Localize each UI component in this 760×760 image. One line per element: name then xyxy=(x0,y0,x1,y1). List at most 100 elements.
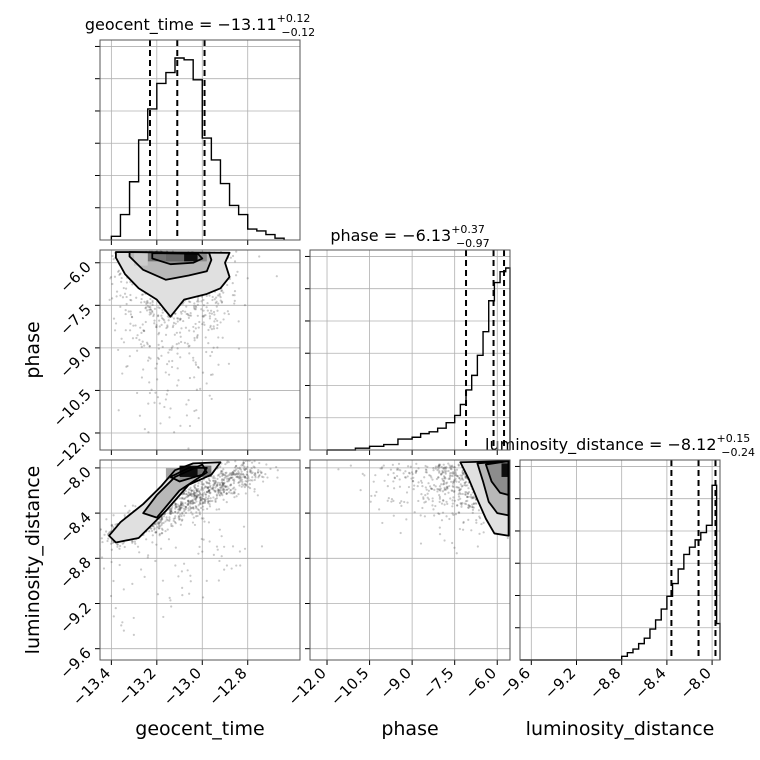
sample-point xyxy=(172,317,176,320)
sample-point xyxy=(197,490,200,493)
sample-point xyxy=(443,466,446,469)
sample-point xyxy=(179,500,183,503)
sample-point xyxy=(211,295,214,299)
sample-point xyxy=(170,524,173,528)
sample-point xyxy=(210,328,214,331)
sample-point xyxy=(199,495,202,498)
sample-point xyxy=(445,485,448,488)
sample-point xyxy=(168,508,171,511)
sample-point xyxy=(171,525,174,528)
sample-point xyxy=(413,484,416,487)
sample-point xyxy=(249,470,252,473)
sample-point xyxy=(215,300,218,303)
sample-point xyxy=(443,469,446,472)
sample-point xyxy=(445,482,448,485)
sample-point xyxy=(229,476,233,480)
sample-point xyxy=(438,526,441,529)
sample-point xyxy=(453,466,456,469)
sample-point xyxy=(224,486,227,489)
sample-point xyxy=(470,529,473,532)
sample-point xyxy=(189,300,192,304)
sample-point xyxy=(240,470,243,473)
sample-point xyxy=(203,520,206,523)
sample-point xyxy=(193,492,196,495)
sample-point xyxy=(439,473,443,476)
sample-point xyxy=(246,470,249,473)
sample-point xyxy=(161,308,164,312)
sample-point xyxy=(196,514,199,518)
sample-point xyxy=(438,463,441,466)
sample-point xyxy=(110,524,114,528)
sample-point xyxy=(441,490,445,493)
sample-point xyxy=(480,522,483,526)
sample-point xyxy=(207,342,210,345)
sample-point xyxy=(409,465,412,468)
sample-point xyxy=(464,475,467,478)
sample-point xyxy=(217,473,221,476)
sample-point xyxy=(170,509,173,512)
sample-point xyxy=(193,494,196,497)
sample-point xyxy=(406,465,410,468)
sample-point xyxy=(141,323,144,326)
sample-point xyxy=(214,490,217,493)
sample-point xyxy=(454,470,457,473)
sample-point xyxy=(176,503,179,506)
sample-point xyxy=(179,317,182,320)
sample-point xyxy=(159,525,162,528)
sample-point xyxy=(193,484,196,488)
sample-point xyxy=(473,496,476,499)
sample-point xyxy=(149,302,152,305)
sample-point xyxy=(215,493,218,496)
sample-point xyxy=(179,507,182,510)
sample-point xyxy=(220,555,223,558)
sample-point xyxy=(151,299,154,302)
sample-point xyxy=(189,501,192,504)
sample-point xyxy=(248,487,252,490)
sample-point xyxy=(240,485,243,488)
title-phase-minus: −0.97 xyxy=(456,237,490,250)
sample-point xyxy=(191,498,194,502)
sample-point xyxy=(235,475,238,479)
sample-point xyxy=(203,498,206,501)
sample-point xyxy=(118,272,122,276)
sample-point xyxy=(215,494,219,497)
sample-point xyxy=(131,283,134,286)
sample-point xyxy=(450,489,453,492)
sample-point xyxy=(182,562,186,565)
sample-point xyxy=(179,506,183,509)
sample-point xyxy=(373,494,377,497)
sample-point xyxy=(443,486,446,489)
sample-point xyxy=(193,494,196,497)
sample-point xyxy=(174,564,177,567)
sample-point xyxy=(243,476,247,479)
sample-point xyxy=(198,513,201,516)
sample-point xyxy=(188,424,192,428)
sample-point xyxy=(159,422,162,425)
sample-point xyxy=(187,501,190,504)
sample-point xyxy=(407,471,411,475)
sample-point xyxy=(229,488,232,492)
sample-point xyxy=(463,502,466,505)
sample-point xyxy=(213,477,216,480)
sample-point xyxy=(139,343,143,346)
sample-point xyxy=(179,506,182,509)
sample-point xyxy=(437,488,440,491)
sample-point xyxy=(216,489,220,492)
sample-point xyxy=(181,518,184,521)
sample-point xyxy=(251,471,254,474)
sample-point xyxy=(215,497,218,500)
sample-point xyxy=(236,475,239,478)
sample-point xyxy=(116,543,119,546)
sample-point xyxy=(156,356,160,359)
sample-point xyxy=(168,518,171,521)
sample-point xyxy=(122,588,125,591)
sample-point xyxy=(204,485,207,488)
sample-point xyxy=(222,478,225,482)
sample-point xyxy=(192,492,195,496)
sample-point xyxy=(219,299,222,302)
sample-point xyxy=(222,468,225,471)
sample-point xyxy=(450,471,453,475)
sample-point xyxy=(398,478,401,481)
sample-point xyxy=(189,493,192,496)
sample-point xyxy=(467,506,470,509)
